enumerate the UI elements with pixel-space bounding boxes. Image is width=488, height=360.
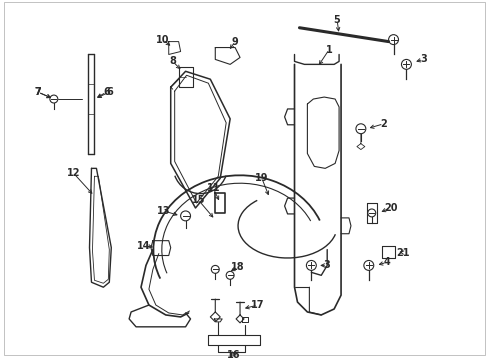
Text: 6: 6 xyxy=(103,87,109,97)
Text: 14: 14 xyxy=(137,240,150,251)
Text: 1: 1 xyxy=(325,45,332,54)
Text: 13: 13 xyxy=(157,206,170,216)
Text: 4: 4 xyxy=(383,257,389,267)
Text: 8: 8 xyxy=(169,57,176,66)
Text: 3: 3 xyxy=(323,260,330,270)
Text: 6: 6 xyxy=(106,87,112,97)
Text: 7: 7 xyxy=(35,87,41,97)
Text: 3: 3 xyxy=(419,54,426,64)
Text: 9: 9 xyxy=(231,37,238,46)
Text: 12: 12 xyxy=(67,168,80,178)
Text: 20: 20 xyxy=(383,203,397,213)
Text: 10: 10 xyxy=(156,35,169,45)
Text: 18: 18 xyxy=(231,262,244,273)
Text: 19: 19 xyxy=(255,173,268,183)
Text: 15: 15 xyxy=(191,195,205,205)
Text: 17: 17 xyxy=(251,300,264,310)
Text: 16: 16 xyxy=(227,350,241,360)
Text: 7: 7 xyxy=(35,87,41,97)
Text: 21: 21 xyxy=(396,248,409,257)
Text: 2: 2 xyxy=(380,119,386,129)
Text: 11: 11 xyxy=(206,183,220,193)
Text: 5: 5 xyxy=(333,15,340,25)
